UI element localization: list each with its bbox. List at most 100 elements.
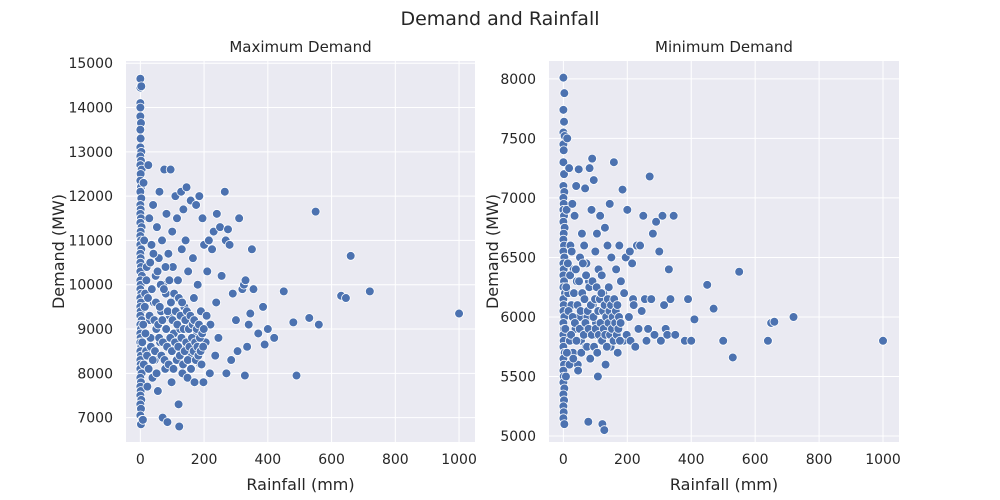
scatter-point — [174, 421, 185, 432]
scatter-point — [196, 359, 207, 370]
scatter-point — [656, 335, 666, 346]
scatter-point — [689, 314, 700, 325]
scatter-point — [135, 102, 146, 113]
subplot-2: 0 200 400 600 800 1000 5000 5500 6000 6500 7000 750… — [483, 38, 901, 494]
x-axis-label: Rainfall (mm) — [670, 475, 778, 494]
scatter-point — [198, 377, 209, 387]
scatter-point — [566, 330, 576, 340]
scatter-point — [625, 246, 635, 257]
scatter-point — [763, 335, 773, 346]
y-tick-label: 8000 — [77, 366, 113, 382]
scatter-point — [138, 319, 149, 330]
scatter-point — [148, 200, 158, 210]
scatter-point — [153, 386, 163, 396]
scatter-point — [644, 171, 655, 182]
scatter-point — [560, 324, 571, 334]
scatter-point — [138, 415, 148, 425]
scatter-point — [592, 228, 602, 239]
scatter-point — [167, 226, 178, 237]
scatter-point — [769, 316, 780, 327]
scatter-point — [148, 248, 159, 259]
scatter-point — [636, 306, 647, 316]
scatter-point — [633, 324, 644, 334]
scatter-point — [183, 355, 193, 365]
scatter-point — [571, 181, 581, 191]
scatter-point — [635, 240, 645, 251]
scatter-point — [145, 257, 156, 268]
scatter-point — [630, 341, 641, 352]
scatter-point — [151, 368, 162, 379]
scatter-point — [646, 294, 657, 304]
x-tick-label: 800 — [382, 452, 409, 468]
scatter-point — [135, 124, 146, 135]
scatter-point — [135, 133, 146, 144]
scatter-point — [609, 157, 619, 168]
y-tick-label: 7500 — [500, 131, 536, 147]
scatter-point — [243, 319, 254, 330]
scatter-point — [593, 371, 603, 382]
x-tick-label: 0 — [136, 452, 145, 468]
scatter-point — [571, 264, 581, 275]
scatter-point — [788, 312, 799, 322]
scatter-point — [638, 210, 649, 221]
scatter-point — [213, 333, 224, 343]
scatter-point — [220, 186, 230, 197]
scatter-point — [221, 368, 232, 379]
scatter-point — [189, 377, 200, 387]
scatter-point — [137, 337, 148, 348]
scatter-point — [628, 300, 639, 310]
y-tick-label: 14000 — [68, 101, 113, 117]
x-tick-label: 600 — [318, 452, 345, 468]
scatter-point — [602, 341, 612, 352]
scatter-point — [212, 209, 222, 219]
scatter-point — [172, 213, 182, 224]
scatter-point — [146, 240, 157, 250]
scatter-point — [177, 297, 187, 308]
x-axis-label: Rainfall (mm) — [246, 475, 354, 494]
scatter-point — [263, 324, 273, 334]
scatter-point — [590, 246, 601, 257]
scatter-point — [559, 88, 570, 98]
scatter-point — [141, 275, 152, 286]
scatter-point — [657, 210, 668, 221]
scatter-point — [592, 347, 603, 358]
scatter-point — [140, 302, 150, 312]
scatter-point — [649, 330, 660, 340]
scatter-point — [140, 328, 151, 339]
scatter-point — [573, 365, 583, 376]
scatter-point — [365, 286, 375, 297]
scatter-point — [157, 315, 168, 325]
scatter-point — [648, 228, 658, 239]
scatter-point — [683, 294, 693, 304]
y-tick-label: 6000 — [500, 310, 536, 326]
y-tick-label: 15000 — [68, 56, 113, 72]
scatter-point — [588, 175, 599, 185]
x-tick-label: 200 — [614, 452, 641, 468]
scatter-point — [259, 339, 270, 350]
scatter-point — [595, 210, 605, 221]
scatter-point — [596, 288, 607, 298]
scatter-points — [135, 73, 464, 432]
scatter-point — [568, 353, 579, 364]
scatter-point — [291, 370, 302, 381]
scatter-point — [157, 235, 167, 246]
scatter-point — [734, 266, 744, 277]
scatter-point — [564, 163, 574, 173]
scatter-point — [587, 153, 597, 164]
scatter-point — [558, 105, 569, 115]
scatter-point — [144, 213, 155, 224]
scatter-point — [600, 359, 611, 370]
y-tick-label: 13000 — [68, 145, 113, 161]
scatter-point — [304, 313, 315, 323]
scatter-point — [147, 355, 158, 365]
scatter-point — [181, 182, 192, 193]
scatter-point — [226, 355, 236, 365]
scatter-point — [559, 116, 569, 127]
scatter-point — [164, 275, 175, 286]
scatter-point — [142, 381, 153, 392]
scatter-point — [585, 353, 596, 364]
scatter-point — [577, 228, 587, 239]
scatter-point — [563, 258, 573, 269]
scatter-point — [201, 310, 212, 321]
scatter-point — [561, 205, 572, 215]
